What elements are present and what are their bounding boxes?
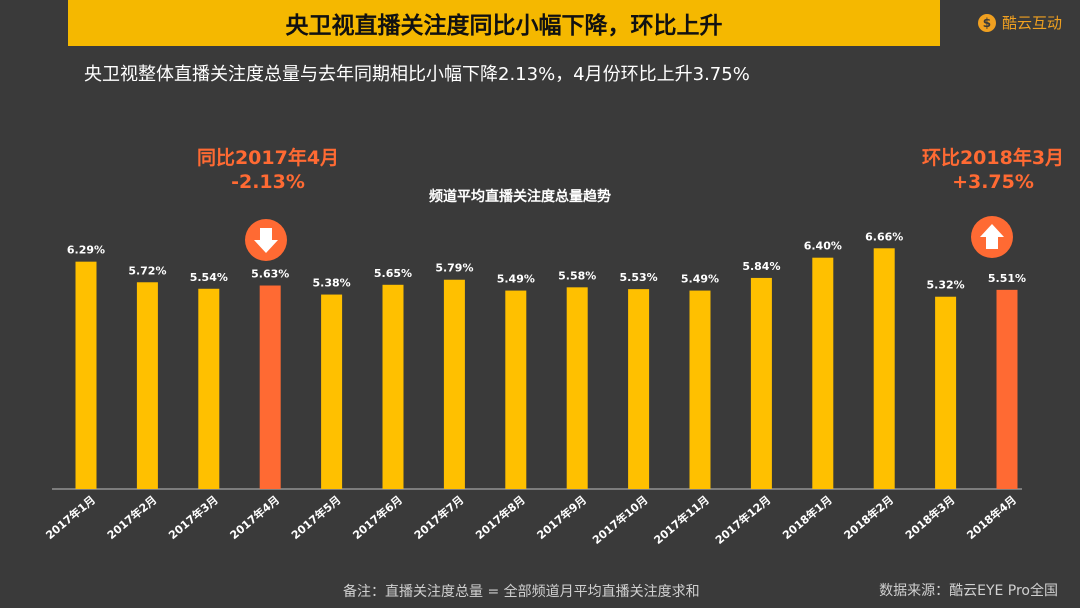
page-title: 央卫视直播关注度同比小幅下降，环比上升 <box>285 13 723 39</box>
bar <box>935 296 957 489</box>
brand-logo: $ 酷云互动 <box>977 12 1062 33</box>
arrow-up-icon <box>971 216 1013 258</box>
x-tick-label: 2017年1月 <box>43 493 98 542</box>
data-label: 5.32% <box>927 279 965 292</box>
yoy-callout-label: 同比2017年4月 <box>196 147 340 169</box>
data-label: 5.65% <box>374 267 412 280</box>
x-tick-label: 2017年8月 <box>473 493 528 542</box>
x-tick-label: 2017年4月 <box>227 493 282 542</box>
bar <box>382 284 404 489</box>
bar <box>259 285 281 489</box>
x-tick-label: 2018年4月 <box>964 493 1019 542</box>
x-tick-label: 2018年2月 <box>841 493 896 542</box>
data-label: 5.54% <box>190 271 228 284</box>
arrow-down-icon <box>245 219 287 261</box>
logo-text: 酷云互动 <box>1001 14 1062 32</box>
bar <box>198 288 220 489</box>
bar <box>628 289 650 489</box>
data-label: 6.40% <box>804 240 842 253</box>
bar <box>996 289 1018 489</box>
x-tick-label: 2018年3月 <box>902 493 957 542</box>
mom-callout-label: 环比2018年3月 <box>921 147 1065 169</box>
x-tick-label: 2017年2月 <box>104 493 159 542</box>
mom-callout: 环比2018年3月 +3.75% <box>906 146 1080 194</box>
data-label: 6.66% <box>865 230 903 243</box>
title-bar: 央卫视直播关注度同比小幅下降，环比上升 <box>68 0 940 46</box>
logo-icon: $ <box>977 13 996 32</box>
yoy-callout: 同比2017年4月 -2.13% <box>183 146 353 194</box>
data-label: 5.49% <box>681 273 719 286</box>
bar <box>505 290 527 489</box>
data-label: 5.49% <box>497 273 535 286</box>
data-source: 数据来源：酷云EYE Pro全国 <box>879 583 1058 599</box>
x-tick-label: 2017年10月 <box>589 493 650 547</box>
chart-title: 频道平均直播关注度总量趋势 <box>429 189 611 205</box>
x-tick-label: 2017年9月 <box>534 493 589 542</box>
bar <box>566 287 588 489</box>
bar <box>873 248 895 489</box>
subtitle: 央卫视整体直播关注度总量与去年同期相比小幅下降2.13%，4月份环比上升3.75… <box>84 64 750 85</box>
bar <box>812 257 834 489</box>
x-tick-label: 2017年12月 <box>712 493 773 547</box>
data-label: 5.58% <box>558 269 596 282</box>
bar <box>689 290 711 489</box>
x-tick-label: 2017年3月 <box>166 493 221 542</box>
x-tick-label: 2017年6月 <box>350 493 405 542</box>
x-tick-label: 2017年5月 <box>288 493 343 542</box>
data-label: 5.51% <box>988 272 1026 285</box>
bar <box>443 279 465 489</box>
mom-callout-value: +3.75% <box>952 171 1034 193</box>
data-label: 5.63% <box>251 268 289 281</box>
x-tick-label: 2018年1月 <box>780 493 835 542</box>
bar <box>75 261 97 489</box>
data-label: 5.79% <box>435 262 473 275</box>
yoy-callout-value: -2.13% <box>231 171 305 193</box>
data-label: 5.38% <box>313 277 351 290</box>
bar <box>750 277 772 489</box>
data-label: 6.29% <box>67 244 105 257</box>
x-tick-label: 2017年7月 <box>411 493 466 542</box>
data-label: 5.72% <box>128 264 166 277</box>
data-label: 5.84% <box>742 260 780 273</box>
x-tick-label: 2017年11月 <box>651 493 712 547</box>
footnote: 备注：直播关注度总量 = 全部频道月平均直播关注度求和 <box>343 584 700 600</box>
bar <box>136 282 158 489</box>
data-label: 5.53% <box>620 271 658 284</box>
bar <box>321 294 343 489</box>
